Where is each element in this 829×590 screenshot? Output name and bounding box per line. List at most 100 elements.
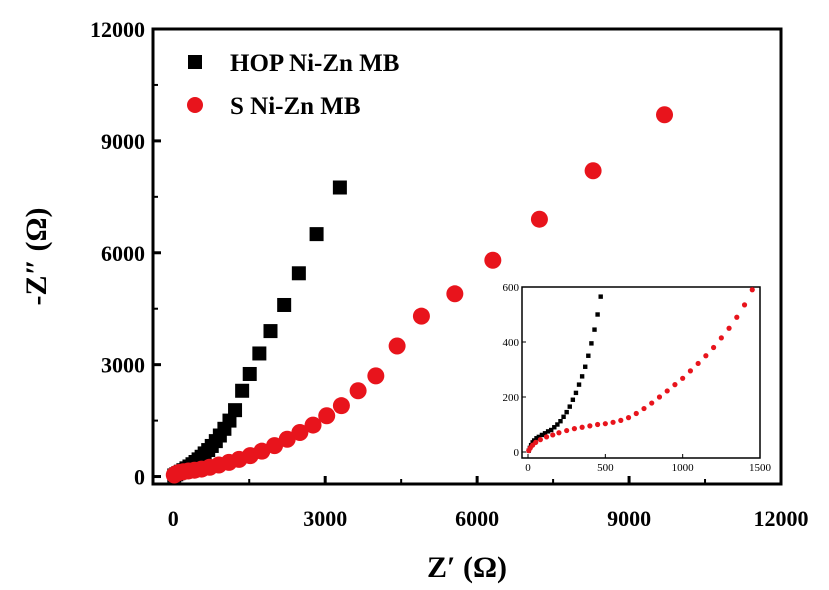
inset-data-point (633, 410, 639, 417)
inset-x-tick-label: 500 (597, 462, 614, 474)
data-point (228, 403, 243, 418)
legend-label: HOP Ni-Zn MB (230, 50, 399, 77)
inset-data-point (711, 344, 717, 351)
inset-data-point (598, 294, 603, 299)
x-tick-label: 3000 (303, 506, 347, 531)
inset-y-tick-label: 400 (503, 337, 520, 349)
inset-data-point (533, 439, 539, 445)
inset-y-tick-label: 600 (503, 282, 520, 294)
inset-data-point (687, 368, 694, 374)
inset-data-point (542, 431, 548, 436)
inset-data-point (695, 360, 701, 367)
inset-data-point (564, 427, 570, 434)
inset-series-s-points (526, 287, 755, 454)
inset-data-point (534, 436, 539, 441)
inset-y-tick-label: 0 (514, 447, 520, 459)
inset-data-point (749, 287, 755, 293)
data-point (277, 297, 292, 312)
inset-y-tick-label: 200 (503, 392, 520, 404)
data-point (332, 180, 347, 195)
inset-data-point (595, 312, 600, 317)
data-point (584, 162, 602, 180)
inset-data-point (610, 419, 616, 425)
inset-data-point (583, 364, 588, 369)
inset-data-point (587, 423, 593, 429)
y-tick-label: 12000 (90, 17, 145, 42)
inset-data-point (579, 424, 585, 430)
inset-x-tick-label: 1000 (672, 462, 695, 474)
inset-data-point (664, 388, 670, 394)
data-point (446, 285, 464, 303)
data-point (278, 430, 296, 448)
inset-data-point (649, 400, 655, 406)
y-tick-label: 6000 (101, 241, 145, 266)
y-axis-title: -Z″ (Ω) (20, 207, 53, 305)
legend-marker-circle (187, 97, 203, 113)
x-tick-label: 0 (168, 506, 179, 531)
data-point (263, 324, 278, 339)
data-point (318, 407, 336, 425)
inset-data-point (586, 353, 591, 358)
inset-data-point (571, 426, 578, 432)
data-point (484, 251, 502, 269)
data-point (266, 437, 284, 455)
inset-data-point (618, 417, 624, 423)
data-point (309, 227, 324, 242)
data-point (242, 366, 257, 381)
data-point (253, 442, 271, 460)
inset-data-point (589, 341, 594, 346)
inset-data-point (718, 335, 724, 341)
inset-x-tick-label: 0 (525, 462, 531, 474)
inset-data-point (552, 425, 557, 430)
inset-data-point (570, 397, 576, 402)
inset-data-point (556, 430, 562, 436)
inset-data-point (595, 421, 601, 428)
inset-data-point (602, 421, 608, 427)
inset-x-tick-label: 1500 (749, 462, 772, 474)
legend-label: S Ni-Zn MB (230, 93, 361, 120)
inset-data-point (567, 404, 572, 409)
inset-data-point (625, 415, 632, 421)
inset-data-point (672, 382, 678, 388)
data-point (332, 397, 350, 415)
inset-data-point (641, 405, 647, 412)
inset-data-point (680, 375, 686, 381)
data-point (304, 416, 322, 434)
data-point (412, 307, 430, 325)
inset-data-point (545, 429, 551, 434)
data-point (291, 424, 309, 442)
inset-plot: 0 500 1000 1500 0 200 400 600 (503, 282, 772, 474)
inset-data-point (573, 390, 579, 396)
x-tick-label: 9000 (607, 506, 651, 531)
inset-data-point (579, 374, 585, 379)
inset-data-point (592, 327, 597, 332)
plot-frame (151, 27, 783, 486)
inset-data-point (558, 419, 563, 424)
inset-data-point (741, 302, 748, 308)
inset-data-point (539, 432, 545, 438)
data-point (367, 367, 385, 385)
inset-frame (521, 286, 761, 459)
x-tick-label: 12000 (754, 506, 809, 531)
series-s-points (165, 106, 674, 484)
data-point (252, 346, 267, 361)
inset-data-point (576, 382, 582, 387)
y-tick-label: 3000 (101, 353, 145, 378)
x-tick-label: 6000 (455, 506, 499, 531)
inset-data-point (550, 432, 556, 438)
legend: HOP Ni-Zn MB S Ni-Zn MB (187, 50, 399, 120)
inset-data-point (555, 422, 560, 427)
data-point (388, 337, 406, 355)
x-axis-title: Z′ (Ω) (427, 551, 507, 584)
inset-data-point (726, 325, 732, 331)
y-tick-label: 9000 (101, 129, 145, 154)
data-point (530, 210, 548, 228)
data-point (349, 382, 367, 400)
data-point (656, 106, 674, 124)
inset-data-point (564, 409, 569, 415)
series-hop-points (167, 180, 347, 483)
inset-data-point (549, 427, 554, 433)
inset-data-point (543, 434, 550, 440)
